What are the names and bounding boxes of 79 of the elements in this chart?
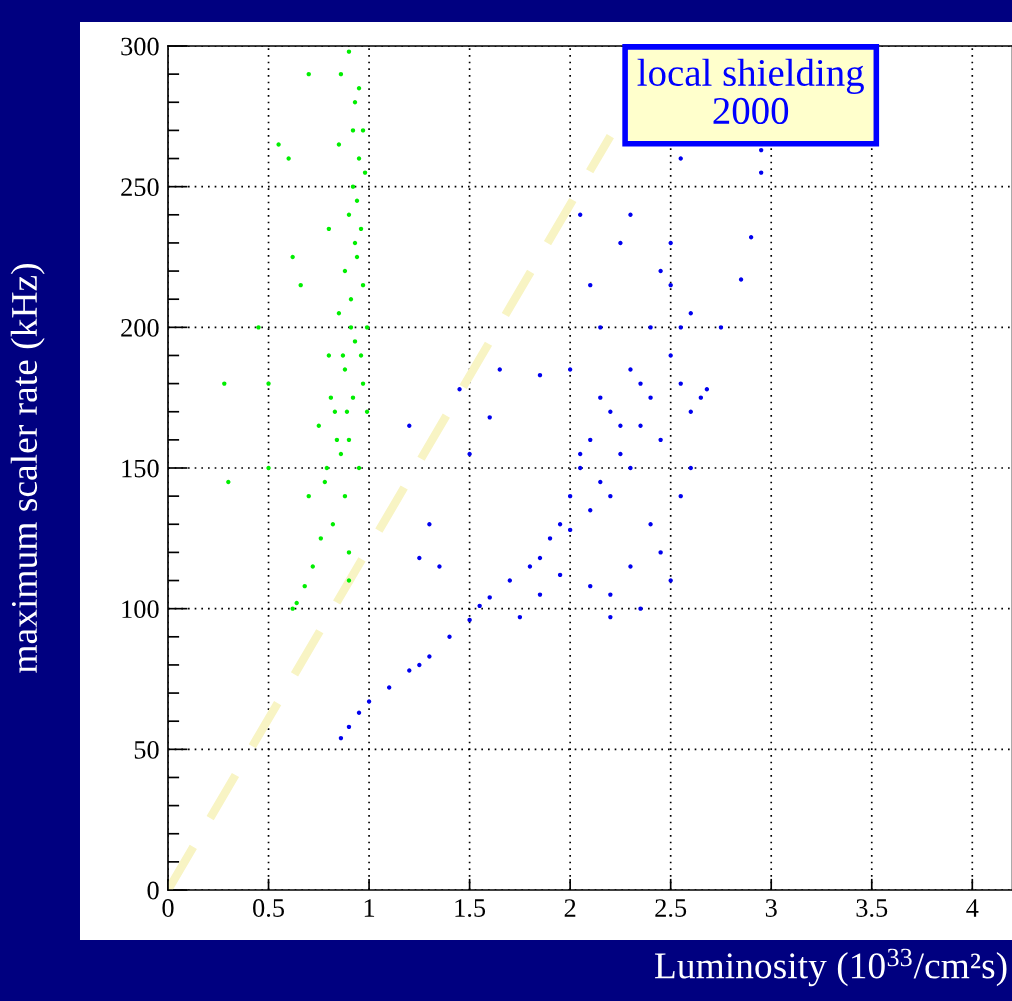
- point: [324, 465, 330, 471]
- point: [354, 254, 360, 260]
- point: [364, 325, 370, 330]
- y-tick-label: 200: [121, 318, 159, 337]
- x-tick-label: 1: [364, 899, 375, 917]
- point: [326, 226, 332, 232]
- point: [336, 311, 342, 316]
- point: [286, 156, 291, 161]
- point: [342, 493, 348, 499]
- point: [222, 381, 227, 386]
- point: [306, 493, 311, 499]
- y-tick-label: 300: [121, 37, 159, 56]
- y-tick-label: 50: [134, 740, 159, 759]
- point: [266, 465, 271, 471]
- y-tick-label: 100: [122, 600, 159, 619]
- point: [298, 282, 303, 288]
- point: [336, 142, 342, 147]
- point: [352, 240, 358, 246]
- point: [340, 353, 346, 358]
- point: [330, 522, 336, 527]
- point: [354, 198, 360, 203]
- point: [350, 128, 356, 133]
- point: [360, 381, 366, 386]
- point: [356, 86, 362, 91]
- point: [348, 297, 354, 302]
- point: [322, 479, 328, 485]
- annotation: local shielding 2000: [637, 58, 864, 125]
- point: [356, 465, 362, 471]
- x-axis-title: Luminosity (10$^{33}$/cm²s): [654, 948, 1007, 987]
- point: [316, 423, 321, 428]
- point: [350, 184, 356, 189]
- y-tick-label: 150: [122, 459, 159, 478]
- x-tick-label: 4: [966, 899, 979, 917]
- point: [360, 128, 366, 133]
- point: [294, 600, 299, 606]
- x-tick-label: 0: [162, 899, 174, 917]
- point: [328, 395, 334, 400]
- point: [332, 409, 338, 414]
- x-tick-label: 0.5: [253, 899, 284, 918]
- point: [334, 437, 340, 443]
- point: [346, 550, 352, 555]
- point: [276, 142, 281, 147]
- point: [358, 353, 364, 358]
- point: [256, 325, 261, 330]
- point: [302, 583, 307, 589]
- point: [226, 479, 231, 485]
- point: [318, 536, 324, 541]
- x-tick-label: 2.5: [655, 899, 687, 918]
- point: [310, 564, 315, 569]
- point: [352, 100, 358, 105]
- point: [338, 451, 344, 457]
- x-tick-label: 1.5: [455, 899, 486, 918]
- y-axis-title: maximum scaler rate (kHz): [10, 264, 45, 673]
- x-tick-label: 3: [765, 899, 777, 917]
- point: [346, 212, 352, 217]
- point: [360, 282, 366, 288]
- point: [342, 367, 348, 372]
- x-tick-label: 2: [564, 899, 576, 917]
- point: [346, 578, 352, 583]
- point: [266, 381, 271, 386]
- point: [364, 409, 370, 414]
- point: [358, 226, 364, 232]
- point: [350, 395, 356, 400]
- point: [346, 49, 352, 54]
- point: [356, 156, 362, 161]
- point: [362, 170, 368, 175]
- point: [342, 268, 348, 274]
- point: [290, 254, 295, 260]
- point: [338, 71, 344, 77]
- point: [306, 71, 311, 77]
- x-tick-label: 3.5: [856, 899, 888, 918]
- point: [326, 353, 332, 358]
- y-tick-label: 0: [147, 881, 159, 900]
- y-tick-label: 250: [121, 178, 159, 197]
- point: [344, 409, 350, 414]
- point: [348, 325, 354, 330]
- point: [290, 606, 295, 611]
- point: [346, 437, 352, 443]
- point: [352, 339, 358, 344]
